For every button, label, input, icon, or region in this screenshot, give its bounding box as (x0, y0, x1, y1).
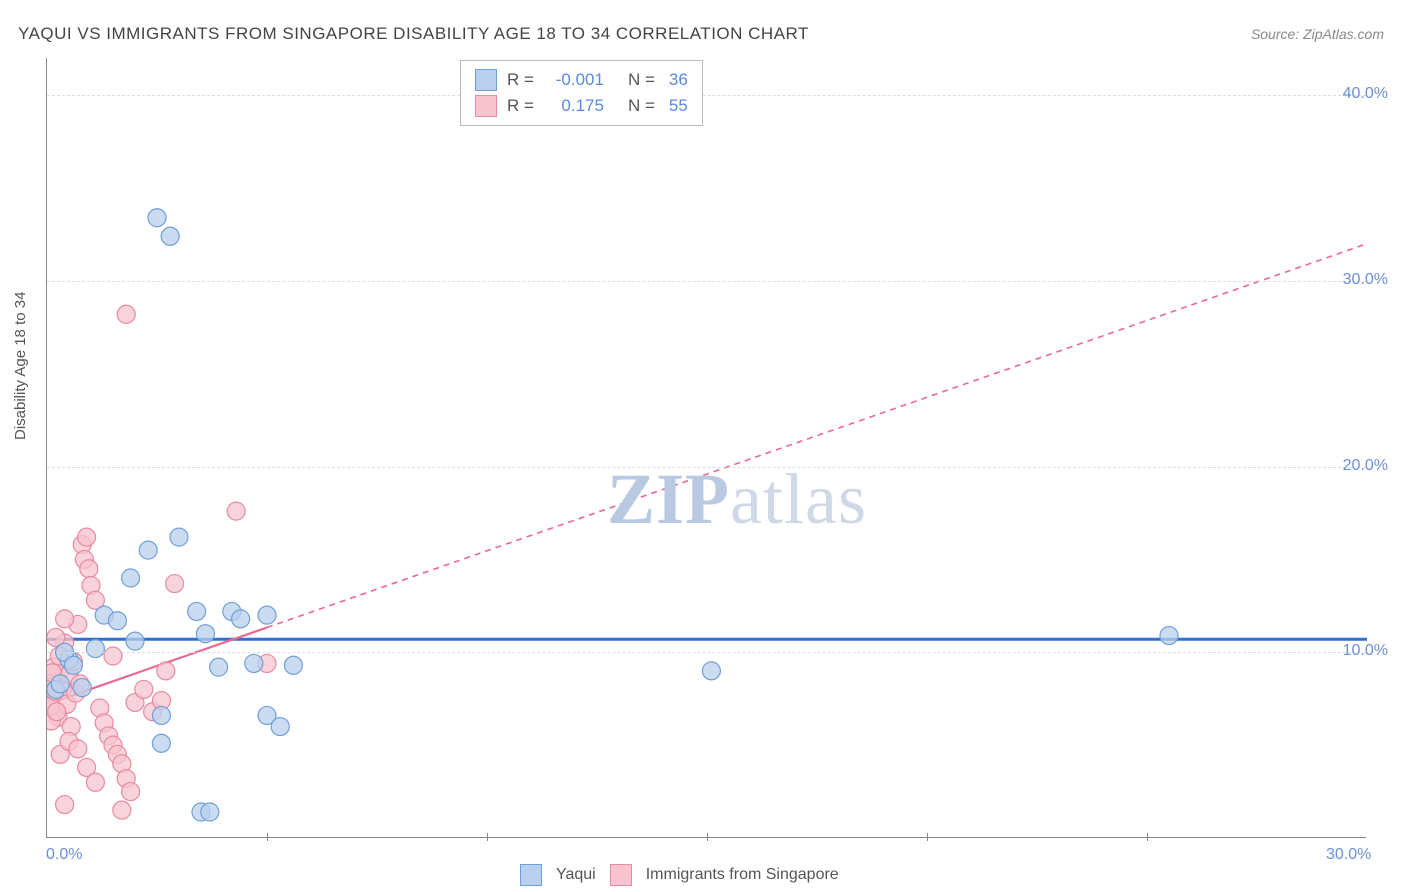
data-point (64, 656, 82, 674)
gridline-h (47, 652, 1366, 653)
data-point (258, 606, 276, 624)
legend-r-value: -0.001 (548, 70, 604, 90)
x-tick-label: 30.0% (1326, 846, 1371, 864)
data-point (188, 602, 206, 620)
legend-n-value: 36 (669, 70, 688, 90)
x-tick (927, 833, 928, 841)
legend-series-label: Immigrants from Singapore (646, 866, 839, 884)
gridline-h (47, 281, 1366, 282)
legend-row: R = 0.175 N = 55 (475, 93, 688, 119)
x-tick (267, 833, 268, 841)
y-tick-label: 20.0% (1343, 457, 1388, 475)
data-point (126, 632, 144, 650)
legend-swatch (610, 864, 632, 886)
legend-n-value: 55 (669, 96, 688, 116)
data-point (69, 740, 87, 758)
legend-r-value: 0.175 (548, 96, 604, 116)
x-tick (707, 833, 708, 841)
chart-title: YAQUI VS IMMIGRANTS FROM SINGAPORE DISAB… (18, 24, 809, 44)
data-point (117, 305, 135, 323)
data-point (113, 801, 131, 819)
data-point (232, 610, 250, 628)
chart-container: YAQUI VS IMMIGRANTS FROM SINGAPORE DISAB… (0, 0, 1406, 892)
legend-series-label: Yaqui (556, 866, 596, 884)
data-point (157, 662, 175, 680)
data-point (161, 227, 179, 245)
data-point (284, 656, 302, 674)
y-tick-label: 30.0% (1343, 271, 1388, 289)
data-point (196, 625, 214, 643)
legend-swatch (520, 864, 542, 886)
data-point (170, 528, 188, 546)
data-point (139, 541, 157, 559)
data-point (152, 706, 170, 724)
legend-n-label: N = (628, 96, 655, 116)
gridline-h (47, 95, 1366, 96)
data-point (148, 209, 166, 227)
legend-swatch (475, 95, 497, 117)
x-tick (1147, 833, 1148, 841)
source-label: Source: ZipAtlas.com (1251, 26, 1384, 42)
data-point (51, 675, 69, 693)
legend-n-label: N = (628, 70, 655, 90)
gridline-h (47, 467, 1366, 468)
y-axis-label: Disability Age 18 to 34 (12, 292, 29, 440)
legend-row: R = -0.001 N = 36 (475, 67, 688, 93)
legend-bottom: Yaqui Immigrants from Singapore (520, 864, 839, 886)
data-point (73, 679, 91, 697)
data-point (56, 610, 74, 628)
data-point (104, 647, 122, 665)
y-tick-label: 10.0% (1343, 642, 1388, 660)
data-point (135, 680, 153, 698)
data-point (227, 502, 245, 520)
legend-r-label: R = (507, 70, 534, 90)
legend-swatch (475, 69, 497, 91)
y-tick-label: 40.0% (1343, 85, 1388, 103)
data-point (108, 612, 126, 630)
data-point (245, 654, 263, 672)
x-tick (487, 833, 488, 841)
data-point (271, 718, 289, 736)
legend-r-label: R = (507, 96, 534, 116)
data-point (86, 773, 104, 791)
data-point (48, 703, 66, 721)
data-point (201, 803, 219, 821)
scatter-svg (47, 58, 1367, 838)
data-point (86, 640, 104, 658)
data-point (1160, 627, 1178, 645)
data-point (122, 569, 140, 587)
data-point (56, 796, 74, 814)
data-point (166, 575, 184, 593)
data-point (122, 783, 140, 801)
data-point (152, 734, 170, 752)
x-tick-label: 0.0% (46, 846, 82, 864)
data-point (210, 658, 228, 676)
data-point (702, 662, 720, 680)
plot-area: ZIPatlas (46, 58, 1366, 838)
data-point (80, 560, 98, 578)
legend-top: R = -0.001 N = 36 R = 0.175 N = 55 (460, 60, 703, 126)
data-point (78, 528, 96, 546)
trend-line-dashed (267, 244, 1367, 628)
